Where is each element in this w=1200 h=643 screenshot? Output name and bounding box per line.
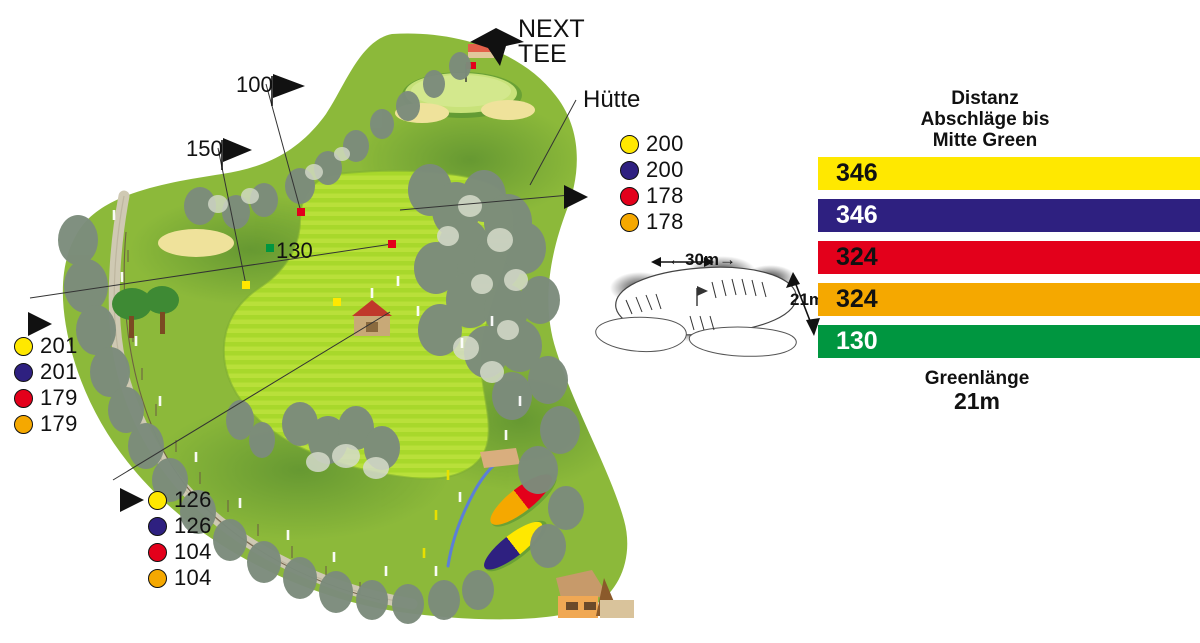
distance-bar-value: 324	[836, 243, 878, 271]
distance-bar-yellow: 346	[818, 157, 1200, 190]
triangle-left-legend-icon	[28, 312, 52, 336]
triangle-right-legend-icon	[564, 185, 588, 209]
bunker-fairway	[158, 229, 234, 257]
tree-cluster-conifers	[58, 52, 584, 624]
yardage-stakes-yellow	[422, 470, 450, 558]
tee-marker-blue-icon	[14, 362, 33, 382]
label-green-depth: 21m	[790, 290, 825, 309]
legend-distance-value: 178	[646, 183, 684, 208]
triangle-bottom-legend-icon	[120, 488, 144, 512]
label-green-width: ←30m→	[668, 250, 737, 269]
course-body	[58, 33, 634, 624]
tee-marker-orange-icon	[148, 568, 167, 588]
label-marker-150: 150	[186, 136, 223, 161]
label-huette: Hütte	[583, 86, 641, 113]
distance-bar-value: 346	[836, 201, 878, 229]
legend-distance-value: 104	[174, 539, 212, 564]
yardage-stakes	[112, 210, 522, 576]
tee-marker-blue-icon	[148, 516, 167, 536]
distance-bar-blue: 346	[818, 199, 1200, 232]
legend-row-red: 178	[620, 183, 684, 209]
legend-row-yellow: 200	[620, 131, 684, 157]
tee-legend-bottom: 126 126 104 104	[148, 487, 212, 591]
distance-bar-value: 346	[836, 159, 878, 187]
green-profile-diagram	[595, 256, 820, 357]
legend-row-blue: 201	[14, 359, 78, 385]
marker-leader-lines	[29, 83, 577, 481]
legend-row-blue: 200	[620, 157, 684, 183]
tee-marker-yellow-icon	[620, 134, 639, 154]
distance-bar-red: 324	[818, 241, 1200, 274]
legend-row-yellow: 126	[148, 487, 212, 513]
tee-marker-yellow-icon	[14, 336, 33, 356]
distance-panel-title: Distanz Abschläge bis Mitte Green	[920, 88, 1050, 151]
legend-row-orange: 178	[620, 209, 684, 235]
legend-row-red: 104	[148, 539, 212, 565]
legend-row-blue: 126	[148, 513, 212, 539]
tee-marker-orange-icon	[14, 414, 33, 434]
label-next-tee: NEXT TEE	[518, 15, 585, 68]
legend-row-orange: 179	[14, 411, 78, 437]
marker-100-point	[297, 208, 305, 216]
marker-130-square	[266, 244, 274, 252]
tee-marker-yellow-icon	[148, 490, 167, 510]
tee-legend-right: 200 200 178 178	[620, 131, 684, 235]
dirt-patch	[480, 448, 520, 468]
bunker-green-right	[481, 100, 535, 120]
tree-deciduous	[112, 286, 179, 338]
legend-distance-value: 200	[646, 157, 684, 182]
legend-distance-value: 201	[40, 359, 78, 384]
legend-distance-value: 178	[646, 209, 684, 234]
arrow-next-tee-icon	[470, 28, 524, 66]
marker-150-point	[242, 281, 250, 289]
distance-bar-value: 130	[836, 327, 878, 355]
legend-distance-value: 201	[40, 333, 78, 358]
huette-building	[352, 300, 392, 336]
tee-marker-red-icon	[14, 388, 33, 408]
legend-row-yellow: 201	[14, 333, 78, 359]
legend-distance-value: 179	[40, 411, 78, 436]
distance-bar-green: 130	[818, 325, 1200, 358]
distance-bar-orange: 324	[818, 283, 1200, 316]
label-marker-130: 130	[276, 238, 313, 263]
legend-distance-value: 126	[174, 513, 212, 538]
clubhouse	[556, 570, 634, 618]
legend-distance-value: 104	[174, 565, 212, 590]
tee-legend-left: 201 201 179 179	[14, 333, 78, 437]
distance-bar-value: 324	[836, 285, 878, 313]
legend-distance-value: 179	[40, 385, 78, 410]
pennant-150-icon	[221, 138, 252, 170]
tee-box-ladies	[484, 520, 547, 572]
legend-distance-value: 126	[174, 487, 212, 512]
tee-marker-red-icon	[148, 542, 167, 562]
label-marker-100: 100	[236, 72, 273, 97]
tee-marker-blue-icon	[620, 160, 639, 180]
distance-panel: Distanz Abschläge bis Mitte Green 346 346…	[818, 88, 1200, 413]
legend-distance-value: 200	[646, 131, 684, 156]
distance-bars: 346 346 324 324 130	[818, 157, 1200, 358]
greenlaenge-footer: Greenlänge 21m	[924, 368, 1030, 414]
marker-red-mid	[388, 240, 396, 248]
legend-row-orange: 104	[148, 565, 212, 591]
marker-yellow-mid	[333, 298, 341, 306]
tee-marker-orange-icon	[620, 212, 639, 232]
legend-row-red: 179	[14, 385, 78, 411]
tee-marker-red-icon	[620, 186, 639, 206]
pennant-100-icon	[271, 74, 305, 106]
